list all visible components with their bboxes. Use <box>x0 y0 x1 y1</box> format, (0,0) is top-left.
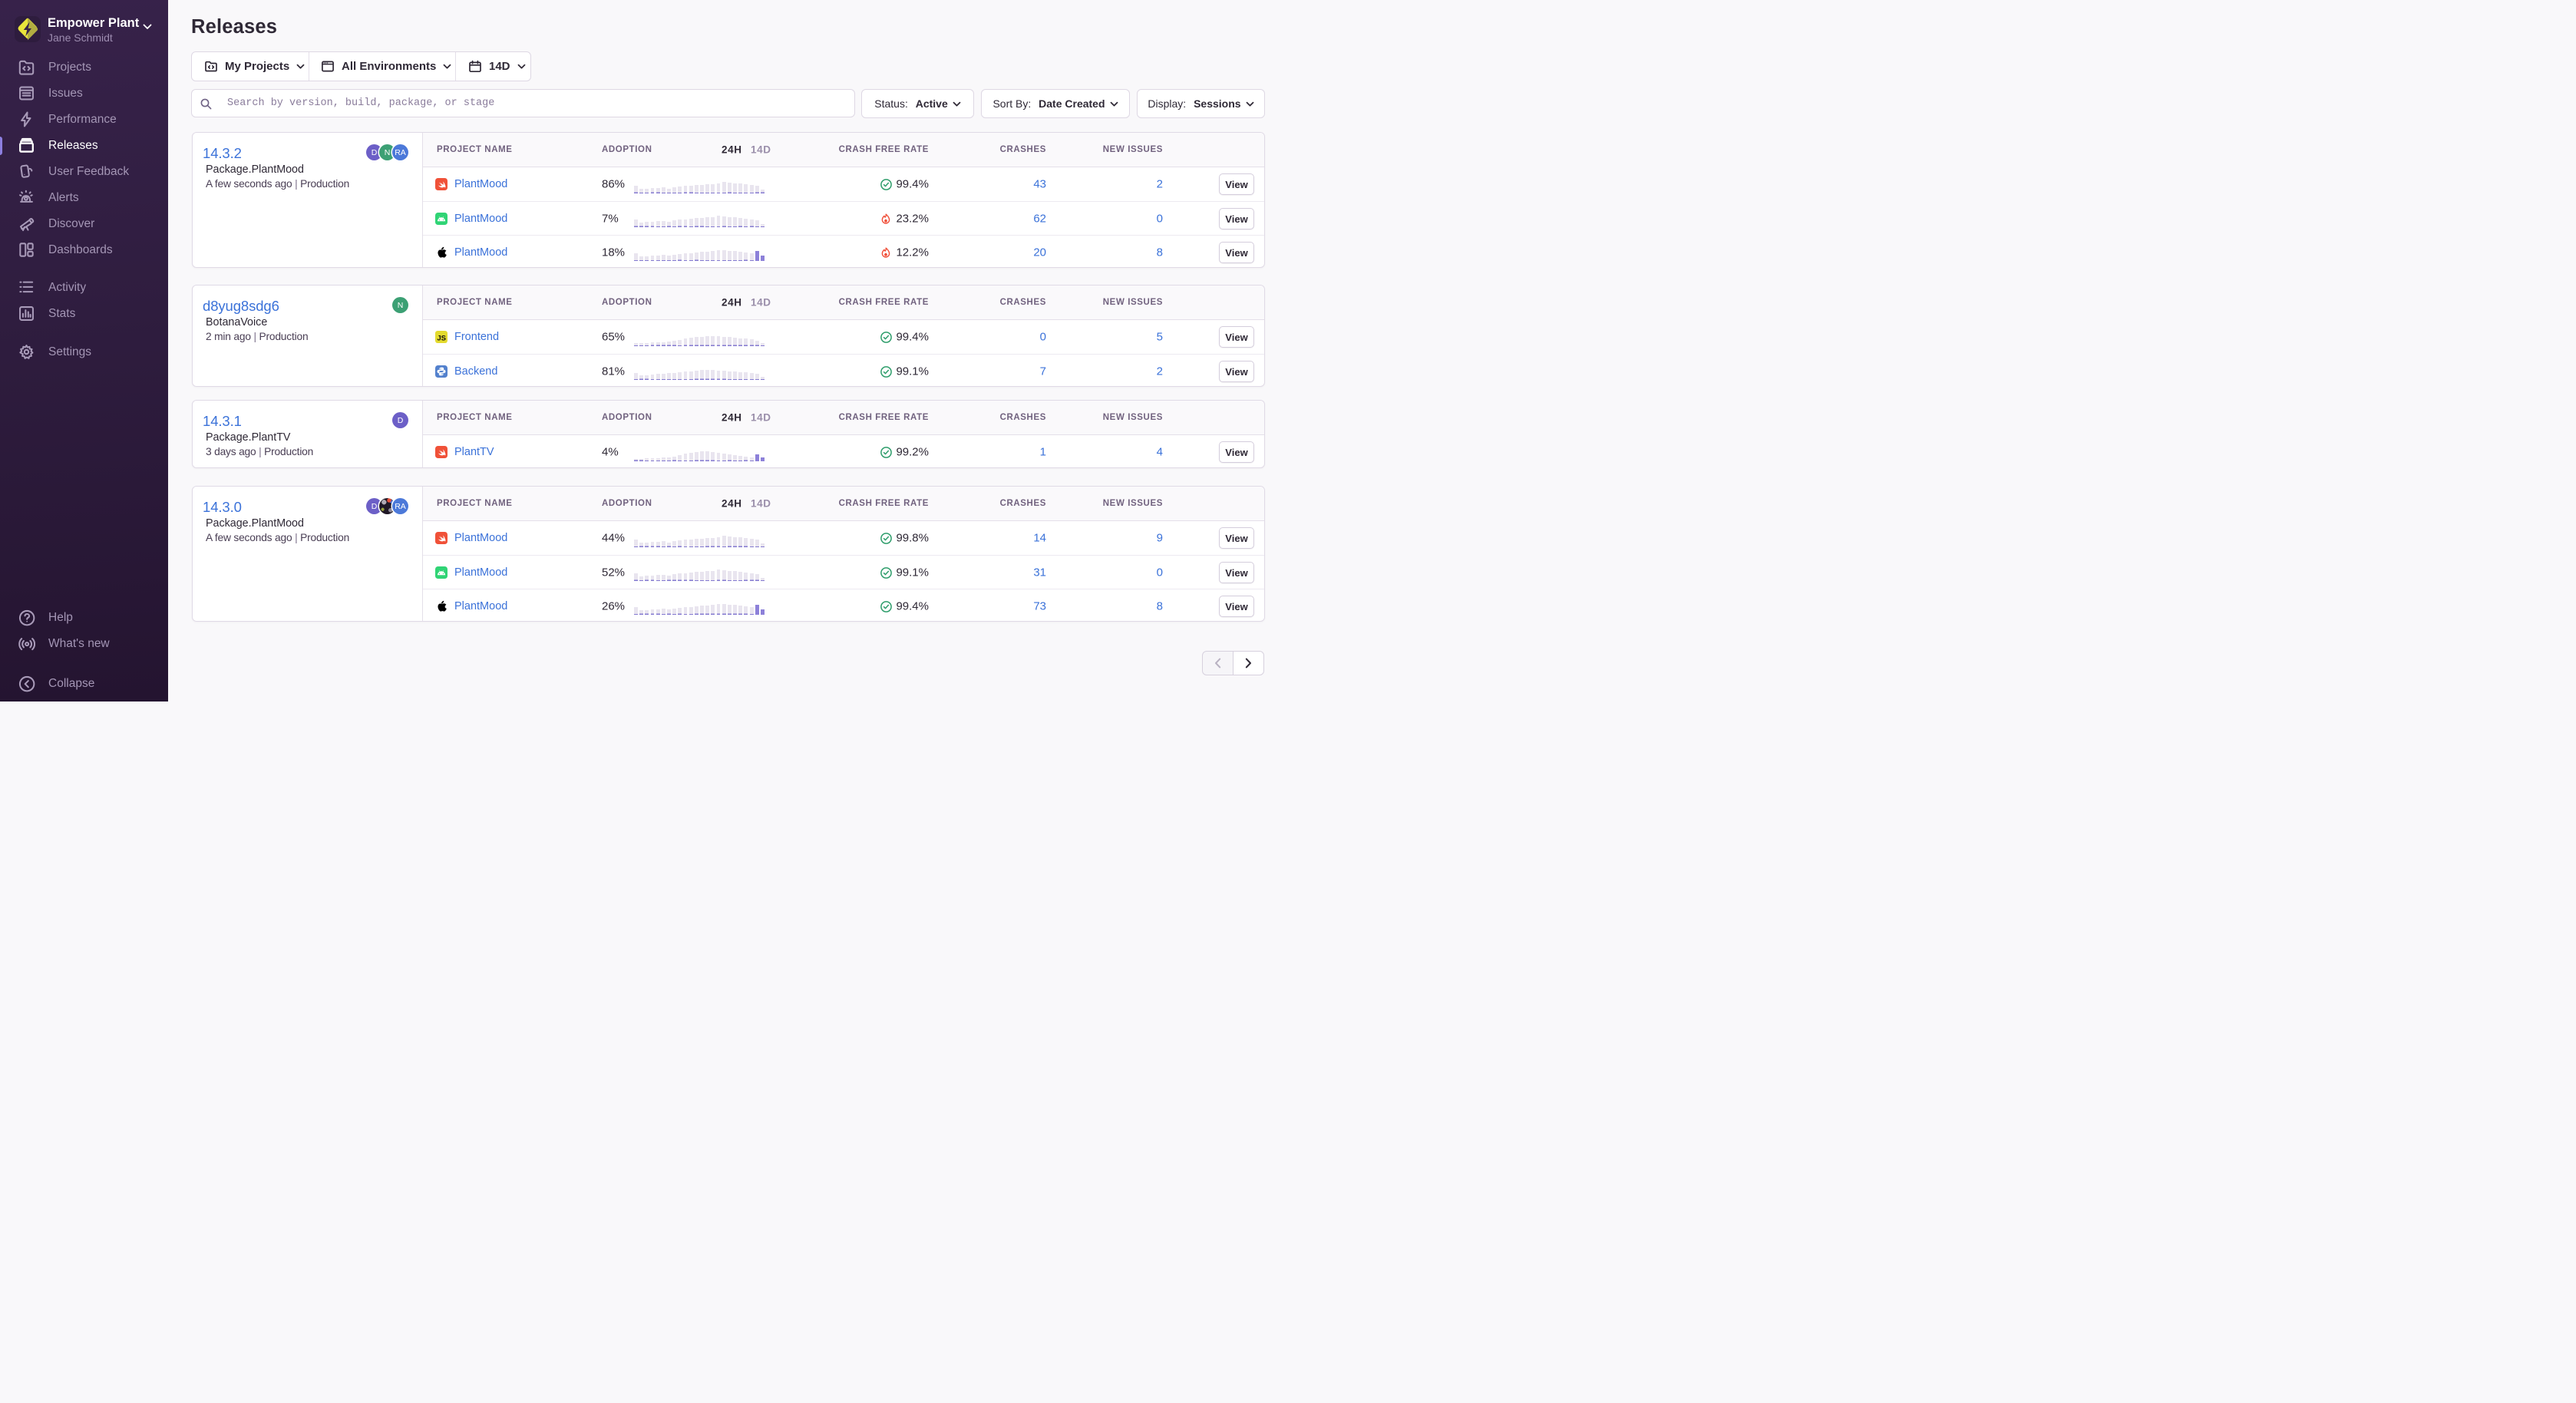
svg-text:JS: JS <box>437 334 446 342</box>
